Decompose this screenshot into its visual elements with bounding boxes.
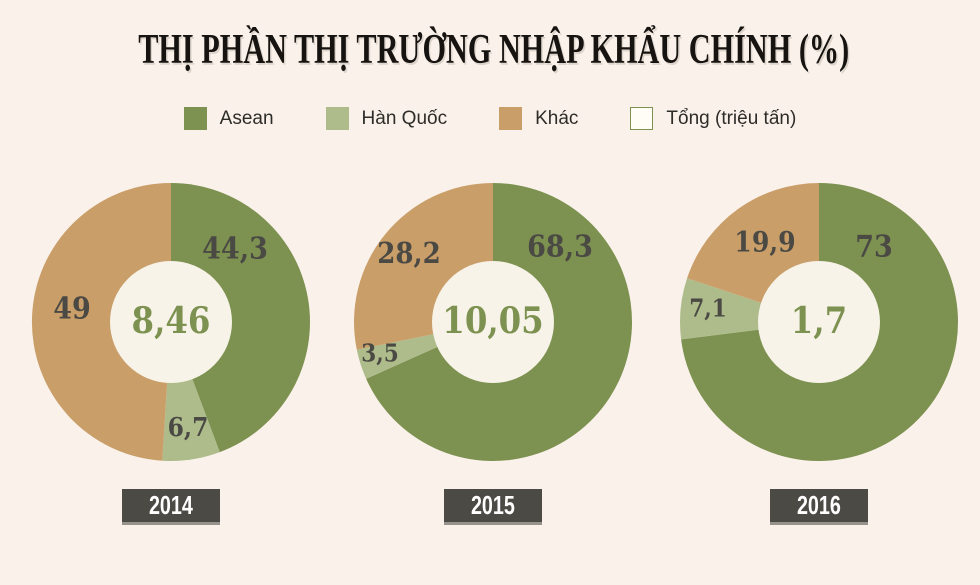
donut-chart-2016: 73 7,1 19,9 1,7 2016 xyxy=(669,172,969,532)
slice-value-asean-2016: 73 xyxy=(855,229,893,265)
donut-svg-2014 xyxy=(31,183,310,462)
year-badge-2014: 2014 xyxy=(122,489,220,525)
khac-swatch-icon xyxy=(499,107,523,130)
donut-chart-2014: 44,3 6,7 49 8,46 2014 xyxy=(21,172,321,532)
total-value-2015: 10,05 xyxy=(442,300,544,342)
slice-value-khac-2014: 49 xyxy=(53,291,91,327)
slice-value-han-quoc-2014: 6,7 xyxy=(167,413,209,443)
year-badge-2016: 2016 xyxy=(770,489,868,525)
donut-hole xyxy=(110,261,232,383)
donut-svg-2016 xyxy=(680,183,959,461)
legend-label-han-quoc: Hàn Quốc xyxy=(361,107,448,129)
total-value-2016: 1,7 xyxy=(790,300,848,342)
legend-label-tong: Tổng (triệu tấn) xyxy=(666,107,797,129)
legend-item-han-quoc: Hàn Quốc xyxy=(325,107,448,130)
legend-item-asean: Asean xyxy=(183,107,274,130)
legend: Asean Hàn Quốc Khác Tổng (triệu tấn) xyxy=(0,107,980,130)
donut-svg-2015 xyxy=(353,183,633,461)
donut-hole xyxy=(432,261,554,383)
year-badge-2015-text: 2015 xyxy=(471,490,515,520)
total-value-2014: 8,46 xyxy=(131,300,211,342)
legend-label-asean: Asean xyxy=(219,107,274,129)
donut-slice-khac xyxy=(31,183,171,461)
page-title: THỊ PHẦN THỊ TRƯỜNG NHẬP KHẨU CHÍNH (%) xyxy=(0,26,980,74)
donut-chart-2015: 68,3 3,5 28,2 10,05 2015 xyxy=(343,172,643,532)
year-badge-2016-text: 2016 xyxy=(797,490,841,520)
asean-swatch-icon xyxy=(183,107,207,130)
slice-value-asean-2015: 68,3 xyxy=(527,229,593,265)
legend-item-tong: Tổng (triệu tấn) xyxy=(630,107,796,130)
donut-hole xyxy=(758,261,880,383)
year-badge-2015: 2015 xyxy=(444,489,542,525)
slice-value-han-quoc-2015: 3,5 xyxy=(361,338,399,368)
slice-value-asean-2014: 44,3 xyxy=(202,231,268,267)
donut-slice-asean xyxy=(171,183,310,453)
legend-label-khac: Khác xyxy=(535,107,579,129)
tong-swatch-icon xyxy=(630,107,654,130)
year-badge-2014-text: 2014 xyxy=(149,490,193,520)
slice-value-khac-2015: 28,2 xyxy=(377,236,441,270)
han-quoc-swatch-icon xyxy=(325,107,349,130)
legend-item-khac: Khác xyxy=(499,107,578,130)
slice-value-han-quoc-2016: 7,1 xyxy=(689,293,727,323)
slice-value-khac-2016: 19,9 xyxy=(734,225,796,259)
page-title-text: THỊ PHẦN THỊ TRƯỜNG NHẬP KHẨU CHÍNH (%) xyxy=(138,27,850,73)
